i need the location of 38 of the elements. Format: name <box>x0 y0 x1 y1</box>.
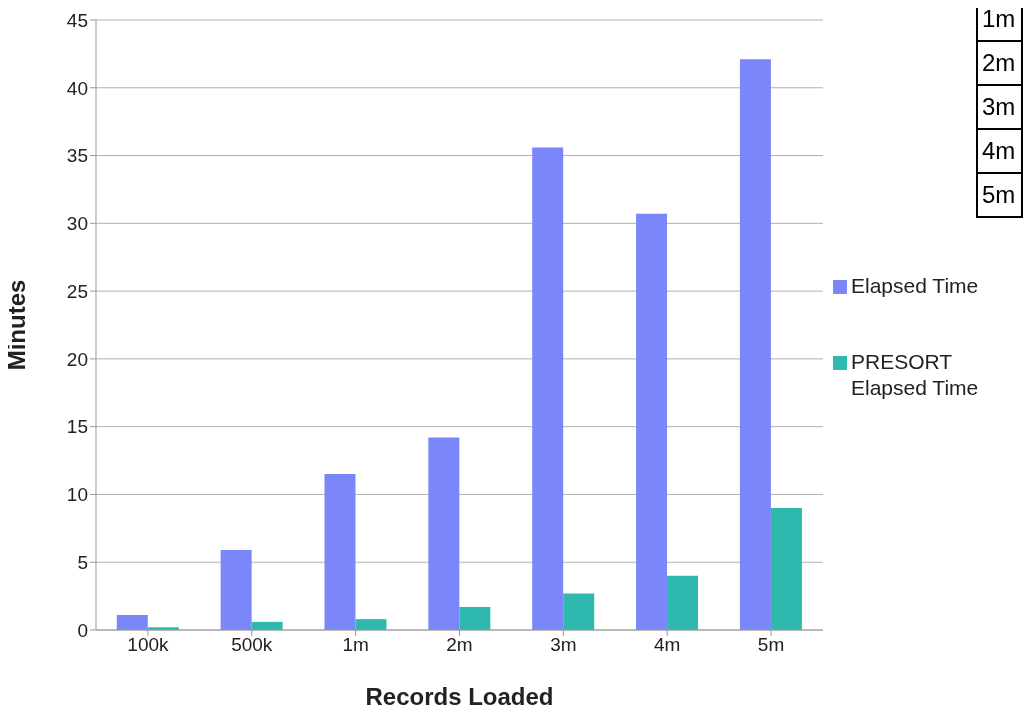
x-axis-title: Records Loaded <box>365 683 554 710</box>
bar <box>220 550 252 630</box>
y-tick-label: 0 <box>77 619 88 641</box>
bar <box>636 213 668 630</box>
y-axis-title: Minutes <box>2 279 30 371</box>
y-tick-label: 10 <box>66 484 88 506</box>
text: 1m <box>981 7 1017 34</box>
bar <box>667 575 699 630</box>
x-tick-label: 2m <box>446 634 473 656</box>
bar <box>428 437 460 630</box>
x-tick-label: 5m <box>757 634 785 656</box>
bar <box>532 147 564 630</box>
x-tick-label: 3m <box>550 634 577 656</box>
y-tick-label: 20 <box>66 348 88 370</box>
text: 4m <box>977 129 1022 173</box>
x-tick-label: 1m <box>342 634 369 656</box>
y-tick-label: 25 <box>66 280 88 302</box>
bar <box>116 615 148 630</box>
x-tick-label: 4m <box>654 634 681 656</box>
y-tick-label: 35 <box>66 145 88 167</box>
y-tick-label: 40 <box>66 77 88 99</box>
bar <box>324 474 356 630</box>
bar <box>563 593 595 630</box>
y-tick-label: 45 <box>66 9 88 31</box>
x-tick-label: 100k <box>127 634 170 656</box>
y-tick-label: 15 <box>66 416 88 438</box>
text: 2m <box>977 41 1022 85</box>
legend-label: PRESORT Elapsed Time <box>851 348 980 401</box>
x-tick-label: 500k <box>231 634 273 656</box>
bar <box>459 606 491 630</box>
y-tick-label: 5 <box>77 551 88 573</box>
text: 5m <box>977 173 1022 217</box>
y-tick-label: 30 <box>66 213 88 235</box>
bar <box>770 508 802 630</box>
bar <box>739 59 771 630</box>
legend-label: Elapsed Time <box>851 272 980 299</box>
bar <box>355 619 387 630</box>
text: 3m <box>977 85 1022 129</box>
